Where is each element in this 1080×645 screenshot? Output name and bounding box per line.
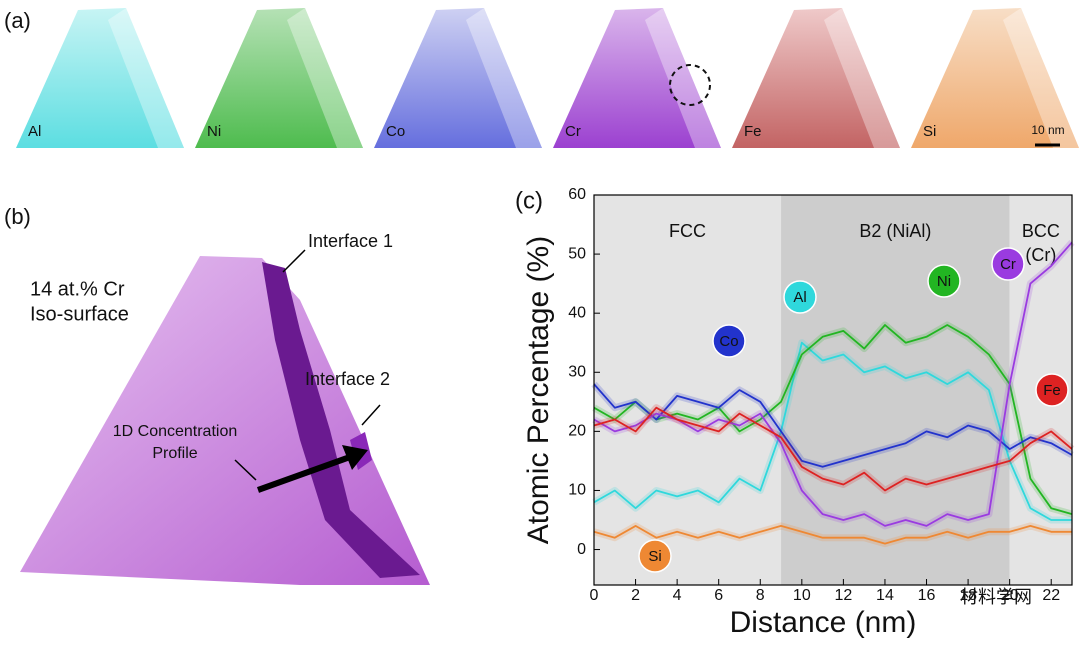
region [594, 195, 782, 585]
legend-label: Si [648, 548, 661, 565]
x-tick-label: 4 [673, 587, 682, 604]
x-tick-label: 10 [793, 587, 811, 604]
element-map [195, 8, 363, 148]
legend-bubble [1035, 373, 1069, 407]
map-facet [1003, 8, 1079, 148]
panel-label: (c) [515, 187, 543, 214]
y-tick-label: 60 [568, 186, 586, 203]
x-tick-label: 14 [876, 587, 894, 604]
element-map [553, 8, 721, 148]
x-tick-label: 2 [631, 587, 640, 604]
legend-label: Al [793, 289, 806, 306]
legend-bubble [712, 324, 746, 358]
legend-bubble [638, 539, 672, 573]
legend-label: Co [719, 333, 738, 350]
element-label: Cr [565, 123, 581, 140]
y-tick-label: 30 [568, 363, 586, 380]
annotation: 1D Concentration [113, 423, 238, 440]
panel-label: (a) [4, 8, 31, 33]
series-line [593, 406, 1073, 492]
map-facet [287, 8, 363, 148]
iso-surface [262, 262, 420, 578]
series-line [593, 341, 1072, 521]
legend-bubble [783, 280, 817, 314]
element-label: Ni [207, 123, 221, 140]
pointer [361, 404, 381, 426]
x-tick-label: 8 [756, 587, 765, 604]
region [781, 195, 1010, 585]
y-tick-label: 40 [568, 304, 586, 321]
legend-label: Cr [1000, 256, 1016, 273]
region-sublabel: (Cr) [1025, 245, 1056, 265]
map-facet [108, 8, 184, 148]
element-label: Co [386, 123, 405, 140]
annotation: Iso-surface [30, 303, 129, 325]
map-facet [645, 8, 721, 148]
region-label: FCC [669, 221, 706, 241]
highlight-circle [669, 64, 711, 106]
y-tick-label: 50 [568, 245, 586, 262]
x-tick-label: 12 [834, 587, 852, 604]
y-tick-label: 10 [568, 482, 586, 499]
x-tick-label: 0 [590, 587, 599, 604]
region-label: BCC [1022, 221, 1060, 241]
pointer [234, 459, 257, 481]
element-map [732, 8, 900, 148]
annotation: Interface 2 [305, 369, 390, 389]
y-tick-label: 0 [577, 541, 586, 558]
x-tick-label: 18 [959, 587, 977, 604]
element-label: Si [923, 123, 936, 140]
x-axis-label: Distance (nm) [730, 606, 917, 639]
plot-frame [593, 194, 1073, 586]
legend-bubble [991, 247, 1025, 281]
x-tick-label: 16 [918, 587, 936, 604]
pointer [282, 249, 306, 273]
element-map [374, 8, 542, 148]
map-facet [466, 8, 542, 148]
region-label: B2 (NiAl) [859, 221, 931, 241]
watermark: 材料学网 [960, 587, 1032, 607]
element-map [911, 8, 1079, 148]
legend-label: Ni [937, 273, 951, 290]
element-label: Fe [744, 123, 762, 140]
annotation: Profile [152, 445, 197, 462]
y-axis-label: Atomic Percentage (%) [522, 236, 555, 544]
x-tick-label: 22 [1042, 587, 1060, 604]
series-line [593, 525, 1072, 545]
x-tick-label: 6 [714, 587, 723, 604]
element-map [16, 8, 184, 148]
legend-label: Fe [1043, 382, 1061, 399]
arrow-head [342, 445, 368, 470]
scale-label: 10 nm [1031, 123, 1064, 137]
x-tick-label: 20 [1001, 587, 1019, 604]
element-label: Al [28, 123, 41, 140]
element-maps: Al Ni Co Cr Fe Si [16, 8, 1079, 148]
series-line [593, 324, 1073, 515]
series-line [593, 383, 1073, 468]
panel-label: (b) [4, 204, 31, 229]
legend-bubble [927, 264, 961, 298]
profile-arrow [256, 454, 352, 493]
annotation: Interface 1 [308, 231, 393, 251]
annotation: 14 at.% Cr [30, 278, 125, 300]
map-facet [824, 8, 900, 148]
y-tick-label: 20 [568, 423, 586, 440]
line-chart: FCC B2 (NiAl) BCC (Cr) 0 10 20 30 40 50 60 0 2 4 6 8 10 1… [522, 186, 1075, 639]
